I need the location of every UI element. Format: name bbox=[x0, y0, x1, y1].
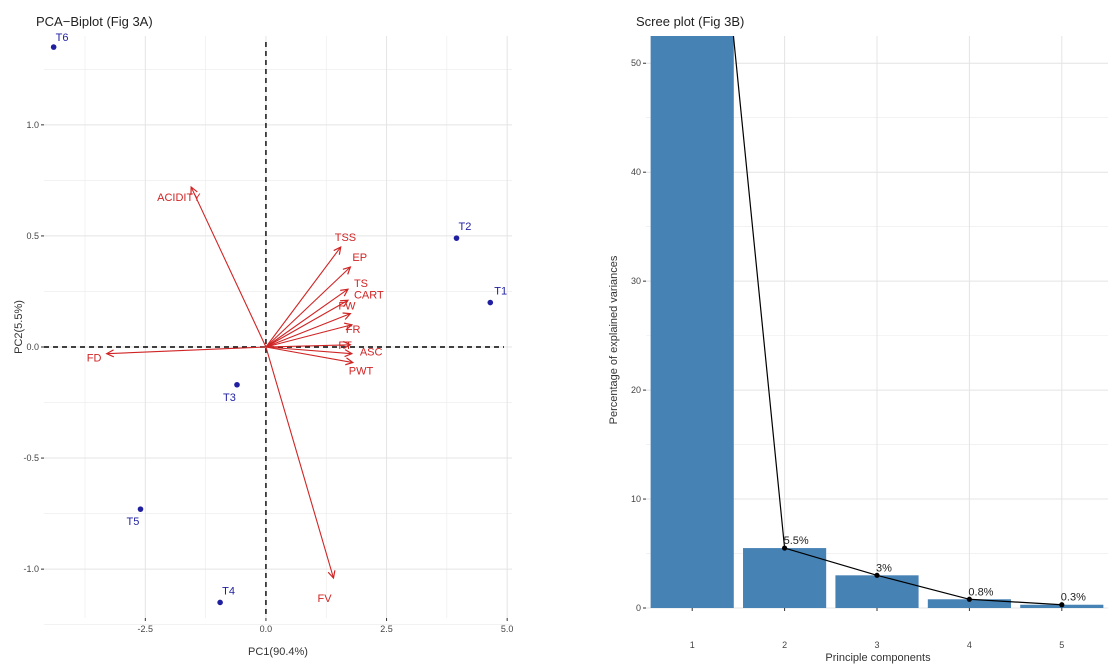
x-tick-label: 0.0 bbox=[260, 624, 273, 634]
y-tick-label: -0.5 bbox=[23, 453, 39, 463]
loading-vector bbox=[265, 346, 336, 580]
y-axis-label: Percentage of explained variances bbox=[608, 255, 620, 424]
y-tick-label: 0.5 bbox=[26, 231, 39, 241]
x-tick-label: 2 bbox=[782, 640, 787, 650]
biplot-title: PCA−Biplot (Fig 3A) bbox=[36, 14, 153, 29]
data-label: 0.8% bbox=[968, 586, 993, 598]
x-tick-label: 2.5 bbox=[380, 624, 393, 634]
y-tick-label: -1.0 bbox=[23, 564, 39, 574]
loading-label: EP bbox=[352, 252, 367, 264]
loading-label: TSS bbox=[335, 232, 356, 244]
data-label: 5.5% bbox=[784, 535, 809, 547]
y-tick-label: 0 bbox=[636, 603, 641, 613]
variance-point bbox=[874, 572, 880, 578]
loading-vector bbox=[265, 288, 350, 348]
loading-vector bbox=[190, 185, 267, 348]
loading-vector bbox=[265, 322, 354, 348]
y-tick-label: 50 bbox=[631, 58, 641, 68]
loading-label: FR bbox=[346, 324, 361, 336]
loading-vector bbox=[265, 346, 354, 358]
scree-chart: 5.5% 3% 0.8% 0.3% 0 10 20 30 40 50 1 2 3 4 5 Principle … bbox=[608, 36, 1108, 664]
bar bbox=[650, 36, 734, 608]
variance-point bbox=[1059, 602, 1065, 608]
score-label: T3 bbox=[223, 392, 236, 404]
x-tick-label: 3 bbox=[874, 640, 879, 650]
biplot-chart: -2.5 0.0 2.5 5.0 -1.0 -0.5 0.0 0.5 1.0 PC1(90.4%)… bbox=[13, 32, 513, 658]
y-tick-label: 40 bbox=[631, 167, 641, 177]
variance-point bbox=[782, 545, 788, 551]
y-axis-label: PC2(5.5%) bbox=[13, 300, 25, 354]
score-point bbox=[50, 44, 57, 50]
score-point bbox=[453, 235, 460, 241]
y-tick-label: 30 bbox=[631, 276, 641, 286]
y-tick-label: 10 bbox=[631, 494, 641, 504]
loading-label: FW bbox=[338, 301, 356, 313]
loading-vector bbox=[265, 340, 352, 349]
loading-vector bbox=[105, 346, 266, 358]
score-point bbox=[217, 599, 223, 606]
score-label: T6 bbox=[56, 32, 69, 44]
scree-title: Scree plot (Fig 3B) bbox=[636, 14, 745, 29]
x-tick-label: 1 bbox=[690, 640, 695, 650]
bar bbox=[743, 548, 827, 608]
x-axis-label: Principle components bbox=[825, 652, 931, 664]
score-point bbox=[234, 381, 240, 388]
score-point bbox=[137, 506, 144, 512]
loading-label: TS bbox=[354, 278, 368, 290]
score-point bbox=[487, 299, 494, 306]
x-tick-label: 5 bbox=[1059, 640, 1064, 650]
data-label: 3% bbox=[876, 562, 892, 574]
y-tick-label: 0.0 bbox=[26, 342, 39, 352]
loading-vector bbox=[265, 299, 350, 348]
loading-vector bbox=[265, 346, 355, 366]
x-tick-label: -2.5 bbox=[138, 624, 154, 634]
loading-label: FD bbox=[87, 353, 102, 365]
y-tick-label: 1.0 bbox=[26, 120, 39, 130]
loading-vector bbox=[265, 312, 352, 348]
loading-label: ACIDITY bbox=[157, 192, 201, 204]
y-tick-label: 20 bbox=[631, 385, 641, 395]
loading-label: PWT bbox=[349, 366, 374, 378]
score-label: T1 bbox=[494, 286, 507, 298]
loading-label: FV bbox=[317, 593, 332, 605]
variance-point bbox=[966, 596, 973, 602]
loading-label: FT bbox=[338, 340, 352, 352]
loading-label: ASC bbox=[360, 347, 383, 359]
bar bbox=[927, 599, 1011, 608]
loading-label: CART bbox=[354, 289, 384, 301]
loading-vector bbox=[265, 266, 352, 348]
x-tick-label: 4 bbox=[967, 640, 972, 650]
bar bbox=[835, 575, 919, 608]
x-tick-label: 5.0 bbox=[501, 624, 514, 634]
data-label: 0.3% bbox=[1061, 592, 1086, 604]
loading-vector bbox=[265, 245, 342, 348]
score-label: T5 bbox=[126, 516, 139, 528]
x-axis-label: PC1(90.4%) bbox=[248, 646, 308, 658]
score-label: T2 bbox=[459, 221, 472, 233]
score-label: T4 bbox=[222, 585, 235, 597]
